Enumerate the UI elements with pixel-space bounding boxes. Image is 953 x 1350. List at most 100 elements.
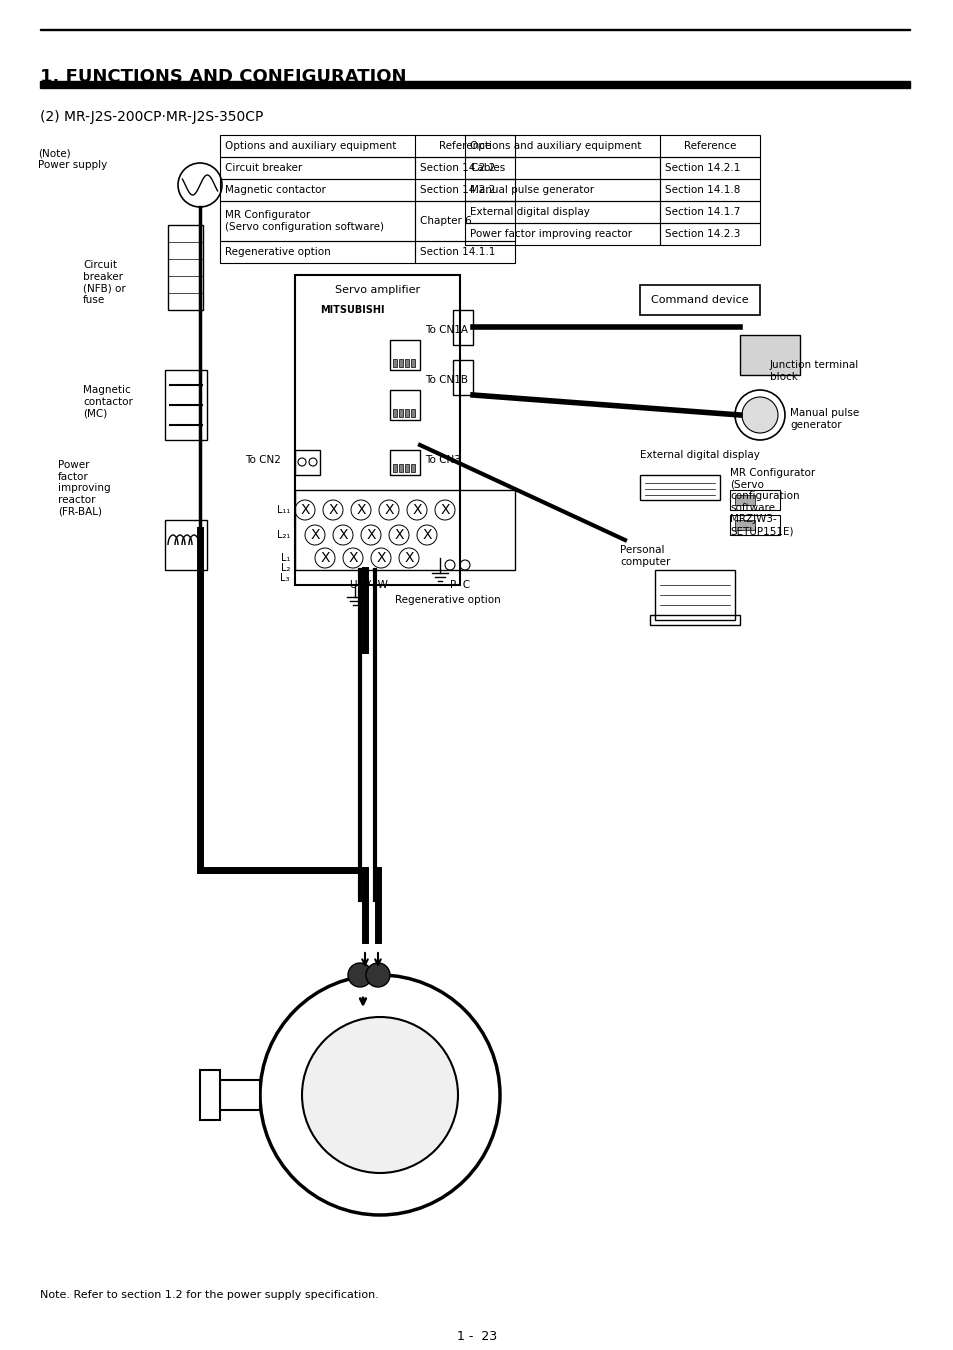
- Text: Circuit breaker: Circuit breaker: [225, 163, 302, 173]
- Bar: [655, 570, 734, 620]
- Bar: [464, 223, 659, 244]
- Text: X: X: [422, 528, 432, 541]
- Circle shape: [348, 963, 372, 987]
- Bar: [415, 242, 515, 263]
- Text: Command device: Command device: [651, 296, 748, 305]
- Bar: [390, 390, 419, 420]
- Bar: [405, 359, 409, 367]
- Bar: [220, 242, 415, 263]
- Text: Section 14.1.7: Section 14.1.7: [664, 207, 740, 217]
- Text: Manual pulse
generator: Manual pulse generator: [789, 408, 859, 429]
- Text: To CN1A: To CN1A: [424, 325, 468, 335]
- Text: MR Configurator
(Servo configuration software): MR Configurator (Servo configuration sof…: [225, 211, 384, 232]
- Text: Magnetic contactor: Magnetic contactor: [225, 185, 326, 194]
- Text: Circuit
breaker
(NFB) or
fuse: Circuit breaker (NFB) or fuse: [83, 261, 126, 305]
- Text: Section 14.1.1: Section 14.1.1: [419, 247, 495, 256]
- Text: Options and auxiliary equipment: Options and auxiliary equipment: [225, 140, 395, 151]
- Text: (2) MR-J2S-200CP·MR-J2S-350CP: (2) MR-J2S-200CP·MR-J2S-350CP: [40, 109, 263, 124]
- Text: Power
factor
improving
reactor
(FR-BAL): Power factor improving reactor (FR-BAL): [58, 460, 111, 517]
- Text: X: X: [355, 504, 365, 517]
- Bar: [220, 201, 415, 242]
- Text: U  V  W: U V W: [350, 580, 388, 590]
- Bar: [393, 409, 396, 417]
- Bar: [639, 285, 760, 315]
- Text: Note. Refer to section 1.2 for the power supply specification.: Note. Refer to section 1.2 for the power…: [40, 1291, 378, 1300]
- Text: Options and auxiliary equipment: Options and auxiliary equipment: [470, 140, 640, 151]
- Bar: [220, 180, 415, 201]
- Bar: [729, 490, 780, 510]
- Bar: [220, 157, 415, 180]
- Text: L₁₁: L₁₁: [276, 505, 290, 514]
- Text: X: X: [310, 528, 319, 541]
- Text: To CN2: To CN2: [245, 455, 280, 464]
- Text: Section 14.2.2: Section 14.2.2: [419, 185, 495, 194]
- Text: L₁: L₁: [280, 554, 290, 563]
- Bar: [415, 201, 515, 242]
- Text: X: X: [348, 551, 357, 566]
- Bar: [398, 409, 402, 417]
- Bar: [168, 225, 203, 310]
- Bar: [390, 450, 419, 475]
- Text: Regenerative option: Regenerative option: [395, 595, 500, 605]
- Text: To CN3: To CN3: [424, 455, 460, 464]
- Bar: [393, 464, 396, 472]
- Text: External digital display: External digital display: [470, 207, 589, 217]
- Text: Power factor improving reactor: Power factor improving reactor: [470, 230, 632, 239]
- Text: X: X: [375, 551, 385, 566]
- Text: X: X: [320, 551, 330, 566]
- Bar: [165, 520, 207, 570]
- Bar: [398, 359, 402, 367]
- Text: Regenerative option: Regenerative option: [225, 247, 331, 256]
- Text: X: X: [328, 504, 337, 517]
- Text: (Note)
Power supply: (Note) Power supply: [38, 148, 107, 170]
- Bar: [464, 157, 659, 180]
- Text: Section 14.2.1: Section 14.2.1: [664, 163, 740, 173]
- Bar: [659, 157, 760, 180]
- Text: L₂₁: L₂₁: [276, 531, 290, 540]
- Text: Reference: Reference: [683, 140, 736, 151]
- Text: External digital display: External digital display: [639, 450, 760, 460]
- Bar: [734, 495, 754, 505]
- Bar: [649, 616, 740, 625]
- Polygon shape: [740, 335, 800, 375]
- Text: 1. FUNCTIONS AND CONFIGURATION: 1. FUNCTIONS AND CONFIGURATION: [40, 68, 406, 86]
- Circle shape: [260, 975, 499, 1215]
- Bar: [393, 359, 396, 367]
- Circle shape: [302, 1017, 457, 1173]
- Bar: [40, 81, 909, 88]
- Bar: [415, 157, 515, 180]
- Bar: [398, 464, 402, 472]
- Bar: [405, 409, 409, 417]
- Bar: [734, 520, 754, 531]
- Text: MR Configurator
(Servo
configuration
software
MRZJW3-
SETUP151E): MR Configurator (Servo configuration sof…: [729, 468, 815, 536]
- Bar: [294, 275, 459, 585]
- Bar: [453, 310, 473, 346]
- Text: X: X: [439, 504, 449, 517]
- Text: X: X: [384, 504, 394, 517]
- Bar: [659, 180, 760, 201]
- Text: Cables: Cables: [470, 163, 505, 173]
- Text: Section 14.2.3: Section 14.2.3: [664, 230, 740, 239]
- Text: X: X: [412, 504, 421, 517]
- Bar: [464, 201, 659, 223]
- Text: X: X: [394, 528, 403, 541]
- Bar: [405, 464, 409, 472]
- Bar: [659, 201, 760, 223]
- Bar: [411, 464, 415, 472]
- Text: MITSUBISHI: MITSUBISHI: [319, 305, 384, 315]
- Text: Chapter 6: Chapter 6: [419, 216, 471, 225]
- Bar: [659, 223, 760, 244]
- Bar: [200, 1071, 220, 1120]
- Text: L₃: L₃: [280, 572, 290, 583]
- Bar: [220, 135, 515, 157]
- Text: X: X: [300, 504, 310, 517]
- Text: Servo amplifier: Servo amplifier: [335, 285, 419, 296]
- Text: Junction terminal
block: Junction terminal block: [769, 360, 859, 382]
- Bar: [453, 360, 473, 396]
- Text: Reference: Reference: [438, 140, 491, 151]
- Text: L₂: L₂: [280, 563, 290, 572]
- Text: X: X: [404, 551, 414, 566]
- Bar: [165, 370, 207, 440]
- Bar: [294, 490, 515, 570]
- Bar: [639, 475, 720, 500]
